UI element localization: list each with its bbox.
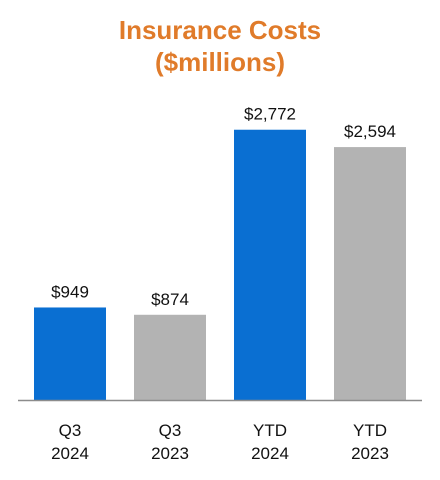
x-tick-label-3-line-0: YTD (353, 421, 387, 440)
chart-title: Insurance Costs (118, 15, 322, 45)
bar-0 (34, 307, 106, 400)
bar-value-label-1: $874 (151, 290, 189, 309)
x-tick-label-3-line-1: 2023 (351, 444, 389, 463)
bar-1 (134, 314, 206, 400)
chart-subtitle: ($millions) (154, 47, 285, 77)
x-tick-label-1-line-1: 2023 (151, 444, 189, 463)
x-tick-label-0-line-1: 2024 (51, 444, 89, 463)
x-tick-label-0-line-0: Q3 (59, 421, 82, 440)
bar-value-label-0: $949 (51, 282, 89, 301)
x-tick-label-2-line-1: 2024 (251, 444, 289, 463)
bar-value-label-3: $2,594 (344, 122, 396, 141)
bar-value-label-2: $2,772 (244, 105, 296, 124)
bar-3 (334, 147, 406, 400)
x-tick-label-1-line-0: Q3 (159, 421, 182, 440)
x-tick-label-2-line-0: YTD (253, 421, 287, 440)
bar-2 (234, 129, 306, 401)
